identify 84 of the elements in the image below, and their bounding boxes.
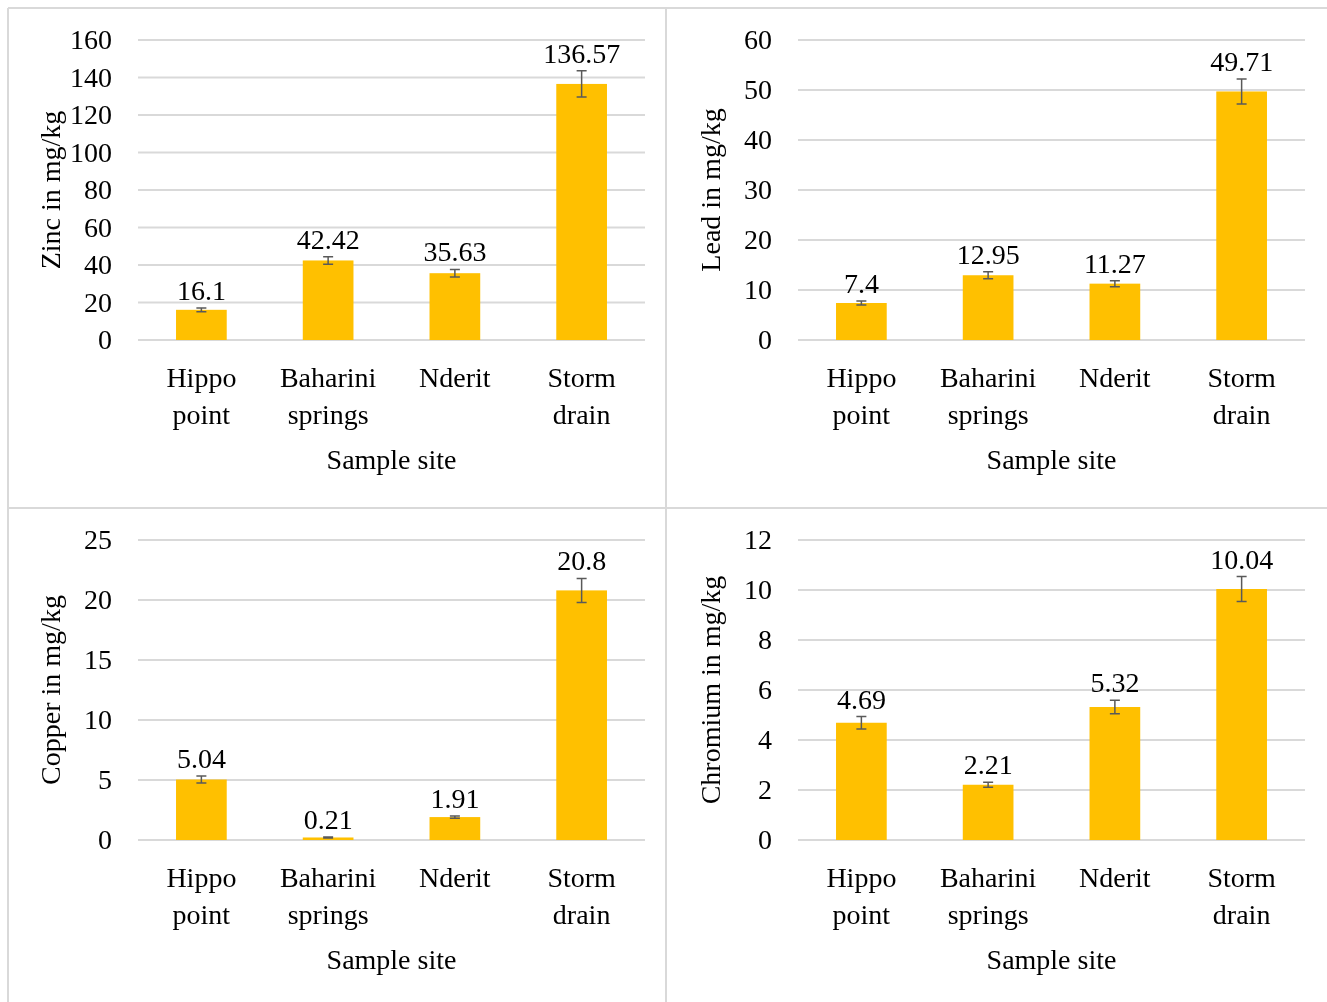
bar (962, 784, 1014, 840)
x-tick-label: Storm drain (1207, 362, 1277, 430)
bar (962, 275, 1014, 340)
y-tick-label: 40 (84, 249, 112, 281)
y-tick-label: 20 (84, 584, 112, 616)
data-label: 16.1 (176, 274, 226, 306)
y-axis-title: Lead in mg/kg (695, 108, 726, 272)
x-tick-label: Storm drain (547, 362, 617, 430)
x-tick-label: Nderit (419, 862, 491, 893)
data-label: 35.63 (423, 236, 487, 268)
x-tick-label: Nderit (1079, 362, 1151, 393)
data-label: 20.8 (557, 545, 607, 577)
x-axis-title: Sample site (326, 944, 457, 975)
y-tick-label: 0 (98, 824, 112, 856)
x-axis-title: Sample site (986, 944, 1117, 975)
y-tick-label: 100 (70, 136, 112, 168)
bar (1089, 707, 1141, 840)
y-axis-title: Chromium in mg/kg (695, 575, 726, 805)
y-tick-label: 30 (744, 174, 772, 206)
data-label: 5.04 (176, 742, 226, 774)
y-tick-label: 80 (84, 174, 112, 206)
bar (836, 722, 887, 840)
y-tick-label: 140 (70, 61, 112, 93)
x-tick-label: Baharini springs (279, 862, 377, 930)
y-tick-label: 50 (744, 74, 772, 106)
y-tick-label: 20 (744, 224, 772, 256)
y-tick-label: 60 (84, 211, 112, 243)
bar (176, 779, 227, 840)
data-label: 42.42 (296, 223, 360, 255)
data-label: 12.95 (956, 238, 1020, 270)
y-tick-label: 15 (84, 644, 112, 676)
y-tick-label: 0 (98, 324, 112, 356)
bar (429, 273, 481, 340)
y-tick-label: 4 (758, 724, 772, 756)
x-axis-title: Sample site (986, 444, 1117, 475)
x-tick-label: Baharini springs (939, 362, 1037, 430)
y-tick-label: 0 (758, 824, 772, 856)
bar (1216, 91, 1267, 340)
bar (429, 817, 481, 840)
x-tick-label: Hippo point (826, 862, 897, 930)
bar (302, 260, 354, 340)
y-tick-label: 160 (70, 24, 112, 56)
y-tick-label: 25 (84, 524, 112, 556)
x-tick-label: Nderit (1079, 862, 1151, 893)
y-tick-label: 10 (84, 704, 112, 736)
y-tick-label: 5 (98, 764, 112, 796)
data-label: 5.32 (1090, 667, 1140, 699)
y-tick-label: 40 (744, 124, 772, 156)
x-tick-label: Nderit (419, 362, 491, 393)
y-tick-label: 60 (744, 24, 772, 56)
y-tick-label: 10 (744, 574, 772, 606)
y-tick-label: 12 (744, 524, 772, 556)
y-tick-label: 10 (744, 274, 772, 306)
y-tick-label: 120 (70, 99, 112, 131)
y-tick-label: 20 (84, 286, 112, 318)
x-tick-label: Storm drain (1207, 862, 1277, 930)
data-label: 1.91 (430, 782, 480, 814)
x-tick-label: Hippo point (166, 862, 237, 930)
data-label: 11.27 (1083, 247, 1146, 279)
x-axis-title: Sample site (326, 444, 457, 475)
data-label: 2.21 (963, 749, 1013, 781)
bar (1216, 589, 1267, 840)
data-label: 136.57 (543, 37, 621, 69)
data-label: 10.04 (1210, 543, 1274, 575)
y-tick-label: 0 (758, 324, 772, 356)
y-tick-label: 6 (758, 674, 772, 706)
y-axis-title: Copper in mg/kg (35, 595, 66, 785)
y-tick-label: 2 (758, 774, 772, 806)
x-tick-label: Hippo point (166, 362, 237, 430)
bar (556, 590, 607, 840)
bar (836, 303, 887, 340)
y-axis-title: Zinc in mg/kg (35, 110, 66, 270)
data-label: 4.69 (836, 683, 886, 715)
bar (556, 83, 607, 340)
bar (176, 309, 227, 340)
data-label: 0.21 (303, 803, 353, 835)
x-tick-label: Baharini springs (939, 862, 1037, 930)
bar (1089, 283, 1141, 340)
x-tick-label: Baharini springs (279, 362, 377, 430)
x-tick-label: Hippo point (826, 362, 897, 430)
data-label: 49.71 (1210, 45, 1274, 77)
data-label: 7.4 (843, 268, 879, 299)
y-tick-label: 8 (758, 624, 772, 656)
x-tick-label: Storm drain (547, 862, 617, 930)
